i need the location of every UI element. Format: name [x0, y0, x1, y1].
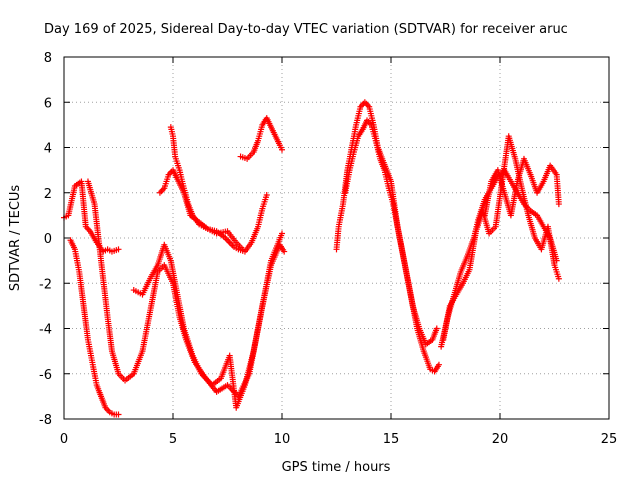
- x-tick-label: 0: [60, 432, 68, 447]
- data-point: [281, 248, 288, 255]
- y-tick-label: -4: [39, 323, 52, 338]
- x-tick-label: 5: [169, 432, 177, 447]
- y-axis-label: SDTVAR / TECUs: [8, 185, 23, 292]
- y-tick-label: 2: [44, 187, 52, 202]
- chart-title: Day 169 of 2025, Sidereal Day-to-day VTE…: [44, 22, 568, 37]
- y-tick-label: 0: [44, 232, 52, 247]
- y-tick-label: 6: [44, 96, 52, 111]
- data-point: [555, 275, 562, 282]
- y-tick-label: -6: [39, 368, 52, 383]
- data-point: [279, 230, 285, 237]
- data-marks: [61, 99, 562, 418]
- x-axis-label: GPS time / hours: [282, 460, 391, 475]
- data-point: [115, 411, 122, 418]
- x-tick-label: 10: [274, 432, 291, 447]
- plot-frame: [63, 56, 610, 420]
- y-tick-label: -2: [39, 277, 52, 292]
- axis-ticks: 0 5 10 15 20 25 -8 -6 -4 -2 0 2 4 6 8: [39, 51, 617, 447]
- y-tick-label: -8: [39, 413, 52, 428]
- x-tick-label: 25: [601, 432, 618, 447]
- x-tick-label: 20: [492, 432, 509, 447]
- data-point: [239, 246, 246, 253]
- x-tick-label: 15: [383, 432, 400, 447]
- data-point: [433, 325, 440, 332]
- data-point: [279, 146, 285, 153]
- data-point: [263, 192, 270, 199]
- y-tick-label: 8: [44, 51, 52, 66]
- data-point: [435, 361, 442, 368]
- data-point: [115, 246, 122, 253]
- data-point: [555, 201, 562, 208]
- y-tick-label: 4: [44, 142, 52, 157]
